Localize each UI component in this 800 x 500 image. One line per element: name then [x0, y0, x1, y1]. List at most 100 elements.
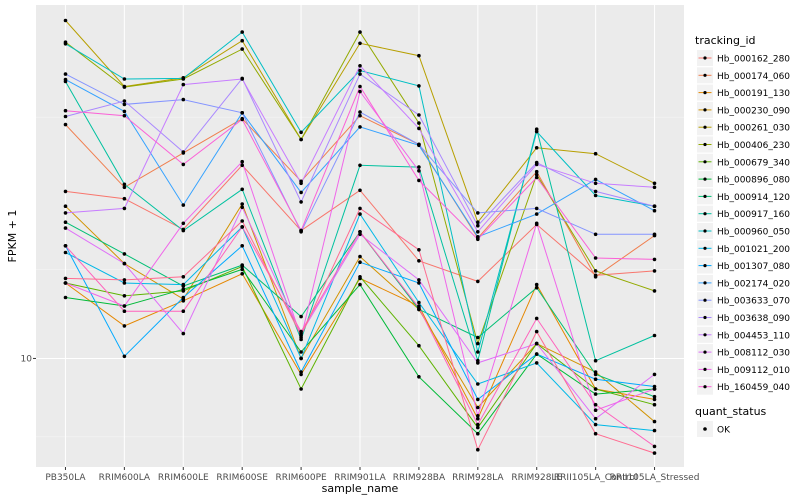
data-point — [122, 182, 127, 187]
legend-entry-label: Hb_002174_020 — [717, 279, 790, 289]
data-point — [122, 294, 127, 298]
data-point — [534, 175, 539, 180]
data-point — [299, 200, 303, 204]
data-point — [240, 38, 244, 43]
points-layer — [63, 18, 657, 455]
data-point — [358, 188, 362, 193]
data-point — [63, 72, 68, 76]
legend-entry-label: Hb_003633_070 — [717, 297, 790, 307]
data-point — [652, 269, 657, 273]
data-point — [417, 169, 421, 173]
data-point — [652, 451, 657, 455]
data-point — [240, 163, 244, 168]
data-point — [476, 279, 480, 284]
data-point — [652, 402, 657, 407]
data-point — [122, 185, 127, 190]
x-tick-label: RRIM928BA — [393, 473, 446, 483]
legend-entry-label: Hb_000191_130 — [717, 89, 790, 99]
data-point — [122, 278, 127, 282]
data-point — [417, 142, 421, 147]
data-point — [652, 289, 657, 293]
y-tick-label: 10 — [21, 354, 33, 364]
legend-entry-label: Hb_000406_230 — [717, 141, 790, 151]
data-point — [593, 177, 598, 182]
data-point — [122, 261, 127, 266]
legend-entry-label: Hb_001307_080 — [717, 262, 790, 272]
data-point — [534, 212, 539, 216]
data-point — [240, 117, 244, 122]
legend-point-swatch — [703, 212, 707, 216]
data-point — [476, 237, 480, 242]
data-point — [417, 259, 421, 263]
data-point — [299, 137, 303, 142]
data-point — [122, 102, 127, 107]
data-point — [181, 221, 186, 226]
legend-point-swatch — [703, 333, 707, 337]
data-point — [240, 159, 244, 164]
data-point — [476, 416, 480, 421]
data-point — [63, 114, 68, 119]
data-point — [181, 162, 186, 167]
data-point — [417, 375, 421, 379]
data-point — [417, 343, 421, 348]
x-tick-label: RRIM600PE — [275, 473, 327, 483]
data-point — [652, 394, 657, 399]
legend-point-swatch — [703, 229, 707, 233]
data-point — [181, 203, 186, 207]
legend: tracking_id Hb_000162_280 Hb_000174_060 Hb… — [695, 34, 790, 437]
data-point — [122, 281, 127, 285]
data-point — [240, 219, 244, 223]
x-tick-label: RRII105LA_Stressed — [610, 473, 700, 483]
data-point — [122, 99, 127, 103]
data-point — [63, 295, 68, 300]
data-point — [417, 178, 421, 183]
data-point — [181, 228, 186, 233]
data-point — [534, 316, 539, 321]
data-point — [181, 295, 186, 300]
data-point — [417, 281, 421, 285]
data-point — [358, 72, 362, 76]
x-axis: PB350LA RRIM600LA RRIM600LE RRIM600SE RRIM60… — [45, 467, 699, 483]
data-point — [299, 228, 303, 233]
data-point — [652, 208, 657, 213]
data-point — [534, 206, 539, 211]
data-point — [358, 275, 362, 279]
data-point — [652, 181, 657, 186]
data-point — [534, 352, 539, 356]
data-point — [181, 97, 186, 102]
legend-point-swatch — [703, 264, 707, 268]
data-point — [476, 425, 480, 430]
data-point — [593, 372, 598, 377]
data-point — [122, 77, 127, 81]
shape-legend-label: OK — [717, 426, 731, 436]
data-point — [652, 333, 657, 338]
data-point — [358, 41, 362, 46]
data-point — [122, 206, 127, 211]
data-point — [240, 205, 244, 210]
data-point — [417, 84, 421, 88]
data-point — [299, 314, 303, 319]
data-point — [652, 397, 657, 402]
legend-entry-label: Hb_160459_040 — [717, 383, 790, 393]
data-point — [593, 193, 598, 198]
data-point — [476, 414, 480, 418]
legend-point-swatch — [703, 177, 707, 181]
data-point — [534, 162, 539, 167]
data-point — [240, 187, 244, 192]
data-point — [181, 76, 186, 81]
data-point — [593, 377, 598, 382]
data-point — [476, 447, 480, 452]
data-point — [358, 206, 362, 211]
data-point — [63, 189, 68, 194]
data-point — [476, 230, 480, 234]
data-point — [534, 146, 539, 150]
data-point — [476, 335, 480, 340]
legend-entry-label: Hb_004453_110 — [717, 331, 790, 341]
data-point — [593, 181, 598, 186]
legend-point-swatch — [703, 73, 707, 77]
data-point — [358, 113, 362, 118]
data-point — [63, 220, 68, 224]
data-point — [181, 309, 186, 314]
data-point — [476, 223, 480, 228]
